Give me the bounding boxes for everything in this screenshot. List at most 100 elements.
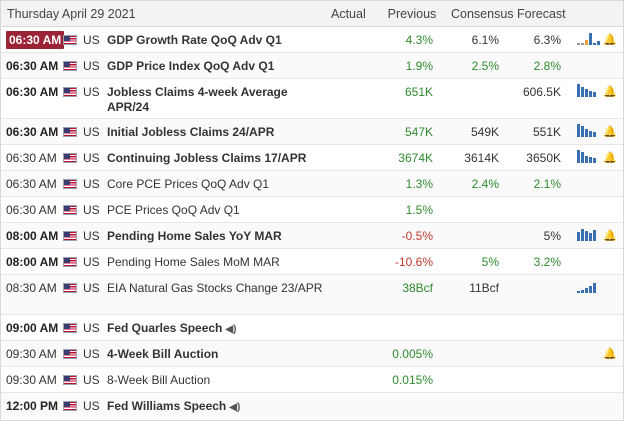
event-consensus [437,393,503,399]
us-flag-icon [63,323,77,333]
alert-bell-icon[interactable]: 🔔 [603,34,617,46]
event-actual [327,249,373,255]
alert-bell-icon[interactable]: 🔔 [603,230,617,242]
event-row[interactable]: 06:30 AM US GDP Growth Rate QoQ Adv Q1 4… [1,27,623,53]
event-country: US [83,399,100,413]
event-forecast [503,341,563,347]
alert-bell-icon[interactable]: 🔔 [603,152,617,164]
us-flag-icon [63,35,77,45]
event-previous: 0.005% [392,347,433,361]
us-flag-icon [63,257,77,267]
event-consensus: 2.4% [471,177,499,191]
event-name[interactable]: Jobless Claims 4-week Average APR/24 [107,85,288,114]
event-name[interactable]: Pending Home Sales YoY MAR [107,229,282,243]
event-country: US [83,281,100,295]
us-flag-icon [63,401,77,411]
event-forecast: 3.2% [533,255,561,269]
event-forecast: 5% [543,229,561,243]
mini-chart-icon[interactable] [563,275,603,293]
event-country: US [83,255,100,269]
us-flag-icon [63,231,77,241]
event-row[interactable]: 09:30 AM US 8-Week Bill Auction 0.015% [1,367,623,393]
event-time: 12:00 PM [6,399,59,413]
event-row[interactable]: 09:00 AM US Fed Quarles Speech ◀) [1,315,623,341]
mini-chart-icon[interactable] [563,145,603,163]
event-name[interactable]: 8-Week Bill Auction [107,373,211,387]
event-actual [327,145,373,151]
event-actual [327,53,373,59]
alert-bell-icon[interactable]: 🔔 [603,86,617,98]
event-row[interactable]: 06:30 AM US Initial Jobless Claims 24/AP… [1,119,623,145]
event-previous: 1.5% [405,203,433,217]
event-actual [327,341,373,347]
event-name[interactable]: 4-Week Bill Auction [107,347,219,361]
event-forecast [503,197,563,203]
event-forecast: 2.8% [533,59,561,73]
event-row[interactable]: 06:30 AM US GDP Price Index QoQ Adv Q1 1… [1,53,623,79]
event-actual [327,197,373,203]
event-row[interactable]: 06:30 AM US Continuing Jobless Claims 17… [1,145,623,171]
event-previous: 1.9% [405,59,433,73]
event-actual [327,393,373,399]
header-previous[interactable]: Previous [387,6,437,21]
alert-bell-icon[interactable]: 🔔 [603,348,617,360]
header-forecast[interactable]: Forecast [517,6,566,21]
event-country: US [83,177,100,191]
event-consensus [437,367,503,373]
event-name[interactable]: PCE Prices QoQ Adv Q1 [107,203,240,217]
event-consensus [437,197,503,203]
event-row[interactable]: 12:00 PM US Fed Williams Speech ◀) [1,393,623,419]
event-time: 08:00 AM [6,255,59,269]
us-flag-icon [63,127,77,137]
event-name[interactable]: Fed Quarles Speech ◀) [107,321,237,335]
alert-bell-icon[interactable]: 🔔 [603,126,617,138]
event-time: 09:00 AM [6,321,59,335]
event-country: US [83,321,100,335]
event-actual [327,367,373,373]
event-previous: 547K [404,125,433,139]
event-row[interactable]: 06:30 AM US Core PCE Prices QoQ Adv Q1 1… [1,171,623,197]
event-row[interactable]: 08:00 AM US Pending Home Sales MoM MAR -… [1,249,623,275]
event-previous: 4.3% [405,33,433,47]
event-name[interactable]: Pending Home Sales MoM MAR [107,255,280,269]
event-name[interactable]: GDP Growth Rate QoQ Adv Q1 [107,33,282,47]
event-consensus: 3614K [464,151,499,165]
event-forecast: 2.1% [533,177,561,191]
event-row[interactable]: 06:30 AM US Jobless Claims 4-week Averag… [1,79,623,119]
header-actual[interactable]: Actual [331,6,366,21]
event-name[interactable]: Core PCE Prices QoQ Adv Q1 [107,177,270,191]
event-time: 09:30 AM [6,373,57,387]
event-row[interactable]: 09:30 AM US 4-Week Bill Auction 0.005% 🔔 [1,341,623,367]
event-forecast [503,315,563,321]
event-country: US [83,229,100,243]
event-actual [327,315,373,321]
mini-chart-icon[interactable] [563,27,603,45]
event-row[interactable]: 08:30 AM US EIA Natural Gas Stocks Chang… [1,275,623,315]
event-previous [373,315,437,321]
mini-chart-icon[interactable] [563,223,603,241]
event-row[interactable]: 08:00 AM US Pending Home Sales YoY MAR -… [1,223,623,249]
event-name[interactable]: EIA Natural Gas Stocks Change 23/APR [107,281,323,295]
mini-chart-icon[interactable] [563,79,603,97]
event-consensus [437,341,503,347]
event-country: US [83,59,100,73]
event-forecast [503,393,563,399]
event-consensus: 2.5% [471,59,499,73]
event-name[interactable]: Fed Williams Speech ◀) [107,399,241,413]
event-actual [327,79,373,85]
mini-chart-icon[interactable] [563,119,603,137]
event-row[interactable]: 06:30 AM US PCE Prices QoQ Adv Q1 1.5% [1,197,623,223]
event-forecast: 606.5K [522,85,561,99]
header-consensus[interactable]: Consensus [451,6,514,21]
event-time: 09:30 AM [6,347,57,361]
event-previous: 38Bcf [402,281,433,295]
event-country: US [83,203,100,217]
event-name[interactable]: Initial Jobless Claims 24/APR [107,125,275,139]
event-consensus: 5% [481,255,499,269]
event-name[interactable]: Continuing Jobless Claims 17/APR [107,151,307,165]
event-name[interactable]: GDP Price Index QoQ Adv Q1 [107,59,275,73]
event-forecast [503,275,563,281]
event-time: 06:30 AM [6,125,59,139]
event-time: 06:30 AM [6,151,57,165]
